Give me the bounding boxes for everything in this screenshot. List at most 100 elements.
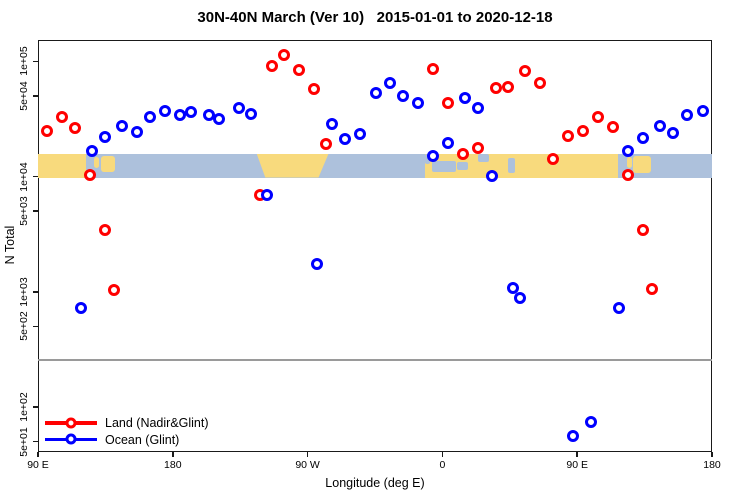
data-point-land (265, 60, 278, 73)
y-axis-tick (33, 406, 38, 408)
data-point-ocean (485, 169, 498, 182)
data-point-land (533, 77, 546, 90)
map-strip-land-japan-2 (633, 156, 651, 174)
data-point-ocean (325, 118, 338, 131)
y-axis-title-text: N Total (3, 225, 17, 265)
y-axis-tick-label: 5e+04 (18, 81, 30, 111)
x-axis-tick (711, 452, 713, 457)
data-point-ocean (653, 120, 666, 133)
map-strip-land-africa-eurasia (425, 153, 619, 178)
data-point-ocean (339, 133, 352, 146)
x-axis-tick (172, 452, 174, 457)
map-strip-land-japan (100, 156, 116, 173)
data-point-ocean (667, 126, 680, 139)
map-strip-water-caspian-sea (507, 158, 516, 173)
reference-line (38, 358, 712, 361)
data-point-ocean (680, 108, 693, 121)
data-point-ocean (412, 96, 425, 109)
data-point-land (490, 82, 503, 95)
data-point-ocean (174, 108, 187, 121)
y-axis-tick (33, 175, 38, 178)
data-point-ocean (566, 430, 579, 442)
x-axis-tick-label: 90 E (566, 459, 588, 471)
map-strip-water-black-sea (478, 153, 489, 162)
y-axis-tick-label: 1e+02 (18, 392, 30, 422)
data-point-ocean (99, 131, 112, 144)
data-point-ocean (697, 104, 709, 117)
data-point-ocean (85, 144, 98, 157)
legend-marker-land (65, 417, 77, 428)
data-point-ocean (144, 111, 157, 124)
data-point-land (292, 64, 305, 77)
data-point-land (547, 153, 560, 166)
data-point-ocean (506, 282, 519, 295)
data-point-ocean (613, 302, 626, 315)
data-point-ocean (213, 112, 226, 125)
plot-area (38, 40, 712, 452)
x-axis-tick (441, 452, 444, 457)
data-point-ocean (472, 102, 485, 115)
data-point-ocean (622, 145, 635, 158)
data-point-land (108, 284, 121, 297)
y-axis-tick (33, 325, 38, 328)
data-point-ocean (458, 92, 471, 105)
data-point-land (84, 168, 97, 181)
data-point-land (607, 120, 620, 133)
data-point-land (457, 148, 470, 161)
x-axis-tick-label: 180 (164, 459, 182, 471)
map-strip-land-east-asia (38, 153, 86, 178)
data-point-ocean (130, 126, 143, 139)
data-point-ocean (184, 105, 197, 118)
data-point-ocean (232, 102, 245, 115)
y-axis-tick-label: 5e+01 (18, 426, 30, 457)
data-point-ocean (115, 119, 128, 132)
data-point-land (427, 63, 440, 76)
y-axis-tick-label: 1e+03 (18, 277, 30, 307)
data-point-land (646, 283, 659, 296)
map-strip-land-korea (94, 157, 99, 169)
data-point-land (69, 121, 82, 134)
data-point-ocean (584, 416, 597, 429)
y-axis-tick-label: 5e+02 (18, 311, 30, 342)
data-point-ocean (442, 137, 455, 150)
data-point-ocean (310, 258, 323, 271)
data-point-land (622, 168, 635, 181)
y-axis-tick-label: 1e+04 (18, 161, 30, 192)
x-axis-tick-label: 0 (439, 459, 446, 471)
data-point-ocean (397, 89, 410, 102)
data-point-land (40, 124, 53, 137)
data-point-ocean (75, 302, 88, 315)
y-axis-tick (33, 60, 38, 63)
x-axis-title: Longitude (deg E) (325, 476, 425, 490)
map-strip-water-mediterranean-east (457, 162, 468, 171)
data-point-land (562, 129, 575, 142)
data-point-ocean (370, 86, 383, 99)
x-axis-tick-label: 180 (703, 459, 721, 471)
y-axis-tick (33, 95, 38, 97)
data-point-land (637, 223, 650, 236)
data-point-ocean (159, 105, 172, 118)
y-axis-tick (33, 210, 38, 212)
data-point-land (99, 223, 112, 236)
y-axis-tick (33, 440, 38, 443)
map-strip-land-north-america (256, 153, 329, 178)
data-point-ocean (427, 149, 440, 162)
y-axis-tick-label: 1e+05 (18, 46, 30, 77)
data-point-ocean (637, 131, 650, 144)
data-point-land (55, 111, 68, 124)
data-point-land (502, 80, 515, 93)
data-point-land (577, 124, 590, 137)
data-point-land (592, 111, 605, 124)
legend-label-ocean: Ocean (Glint) (105, 432, 180, 447)
data-point-land (442, 96, 455, 109)
data-point-land (518, 64, 531, 77)
data-point-ocean (354, 128, 367, 141)
data-point-land (472, 141, 485, 154)
x-axis-tick (576, 452, 578, 457)
y-axis-tick-label: 5e+03 (18, 196, 30, 226)
chart-title: 30N-40N March (Ver 10) 2015-01-01 to 202… (197, 9, 553, 26)
data-point-land (319, 138, 332, 151)
data-point-ocean (383, 76, 396, 89)
